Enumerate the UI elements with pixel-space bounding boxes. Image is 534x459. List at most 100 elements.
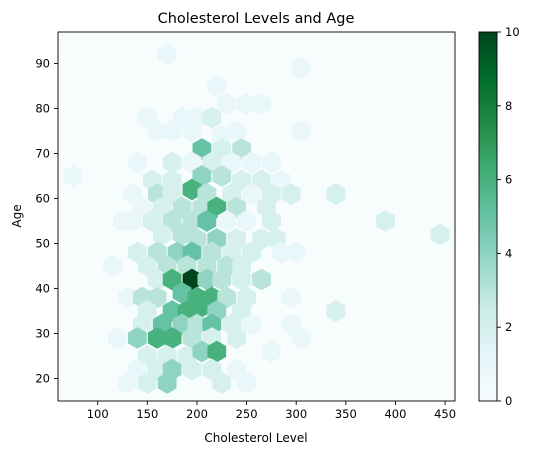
hexbin-cell xyxy=(212,165,232,187)
colorbar-gradient xyxy=(478,31,498,402)
x-tick-label: 400 xyxy=(384,407,406,421)
hexbin-cell xyxy=(242,313,261,336)
x-tick-label: 300 xyxy=(285,407,307,421)
y-axis: 20 30 40 50 60 70 80 90 xyxy=(35,57,58,386)
hexbin-cell xyxy=(242,151,261,174)
colorbar-tick-label: 10 xyxy=(505,25,520,39)
x-tick-label: 250 xyxy=(236,407,258,421)
hexbin-cell xyxy=(212,138,232,160)
colorbar-tick-label: 6 xyxy=(505,173,512,187)
hexbin-cell xyxy=(376,210,395,232)
hexbin-cell xyxy=(232,138,252,160)
hexbin-cell xyxy=(147,241,167,264)
hexbin-cell xyxy=(207,75,227,97)
hexbin-cell xyxy=(137,106,157,129)
hexbin-cell xyxy=(217,93,237,115)
hexbin-cell xyxy=(217,210,237,232)
plot-frame xyxy=(57,31,456,402)
hexbin-cell xyxy=(237,210,256,232)
colorbar-tick-label: 8 xyxy=(505,99,512,113)
hexbin-cell xyxy=(123,183,142,205)
hexbin-cell xyxy=(157,43,177,66)
x-tick-label: 350 xyxy=(335,407,357,421)
hexbin-cell xyxy=(202,151,222,174)
hexbin-cell xyxy=(123,210,142,232)
y-tick-label: 60 xyxy=(35,192,50,206)
hexbin-cell xyxy=(242,241,261,264)
hexbin-cell xyxy=(128,151,147,174)
hexbin-cell xyxy=(217,286,237,309)
colorbar-tick-label: 4 xyxy=(505,246,512,260)
hexbin-cell xyxy=(232,300,252,322)
x-tick-label: 200 xyxy=(186,407,208,421)
hexbin-cell xyxy=(271,169,291,192)
hexbin-cell xyxy=(326,183,346,205)
x-axis: 100 150 200 250 300 350 400 450 xyxy=(87,401,456,421)
y-tick-label: 30 xyxy=(35,327,50,341)
hexbin-cell xyxy=(232,169,252,192)
hexbin-cell xyxy=(227,358,247,381)
chart-title: Cholesterol Levels and Age xyxy=(158,11,355,27)
hexbin-cell xyxy=(128,358,147,381)
hexbin-cell xyxy=(137,372,157,394)
hexbin-cell xyxy=(118,372,137,394)
hexbin-cell xyxy=(237,372,256,394)
x-tick-label: 150 xyxy=(136,407,158,421)
hexbin-cell xyxy=(182,178,202,201)
hexbin-cell xyxy=(281,313,301,336)
hexbin-cell xyxy=(222,151,242,174)
y-tick-label: 70 xyxy=(35,147,50,161)
hexbin-cell xyxy=(202,358,222,381)
hexbin-cell xyxy=(430,223,450,246)
hexbin-cell xyxy=(182,358,202,381)
hexbin-cell xyxy=(252,93,271,115)
hexbin-cell xyxy=(207,196,227,219)
x-tick-label: 100 xyxy=(87,407,109,421)
hexbin-cell xyxy=(162,210,182,232)
y-axis-label: Age xyxy=(10,204,24,227)
hexbin-cell xyxy=(252,268,271,291)
hexbin-cell xyxy=(108,327,127,349)
hexbin-cell xyxy=(261,151,281,174)
hexbin-cell xyxy=(281,183,301,205)
hexbin-cell xyxy=(162,183,182,205)
hexbin-cell xyxy=(227,196,247,219)
y-tick-label: 40 xyxy=(35,282,50,296)
hexbin-cell xyxy=(242,183,261,205)
hexbin-cell xyxy=(152,196,172,219)
hexbin-cell xyxy=(227,327,247,349)
hexbin-cell xyxy=(103,255,122,277)
hexbin-cell xyxy=(128,327,147,349)
colorbar-ticks: 0 2 4 6 8 10 xyxy=(497,25,520,408)
hexbin-cell xyxy=(142,210,162,232)
y-tick-label: 20 xyxy=(35,372,50,386)
hexbin-cell xyxy=(182,151,202,174)
y-tick-label: 90 xyxy=(35,57,50,71)
hexbin-cell xyxy=(326,300,346,322)
colorbar: 0 2 4 6 8 10 xyxy=(478,25,520,408)
hexbin-cell xyxy=(261,340,281,363)
hexbin-cells xyxy=(58,32,455,401)
hexbin-cell xyxy=(162,120,182,142)
hexbin-cell xyxy=(192,138,212,160)
hexbin-cell xyxy=(128,241,147,264)
hexbin-cell xyxy=(212,372,232,394)
hexbin-cell xyxy=(182,120,202,142)
hexbin-cell xyxy=(291,120,311,142)
hexbin-cell xyxy=(172,196,192,219)
hexbin-cell xyxy=(157,372,177,394)
colorbar-tick-label: 2 xyxy=(505,320,512,334)
hexbin-cell xyxy=(197,210,217,232)
hexbin-cell xyxy=(291,57,311,79)
hexbin-cell xyxy=(147,286,167,309)
hexbin-cell xyxy=(132,196,152,219)
colorbar-tick-label: 0 xyxy=(505,394,512,408)
hexbin-cell xyxy=(286,241,306,264)
x-axis-label: Cholesterol Level xyxy=(204,431,307,445)
hexbin-cell xyxy=(252,169,271,192)
hexbin-cell xyxy=(63,165,83,187)
hexbin-cell xyxy=(291,327,311,349)
hexbin-cell xyxy=(137,345,157,367)
